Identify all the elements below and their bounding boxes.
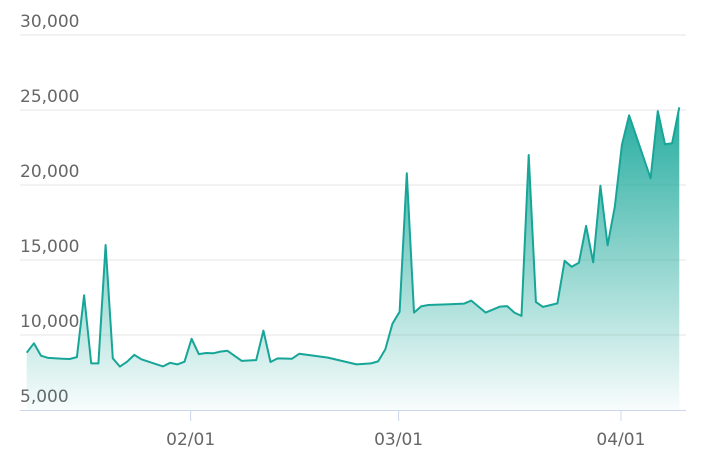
x-tick-label: 04/01 <box>596 430 645 450</box>
area-fill <box>26 107 680 411</box>
y-tick-label: 10,000 <box>20 312 79 332</box>
y-tick-label: 15,000 <box>20 237 79 257</box>
y-tick-label: 30,000 <box>20 12 79 32</box>
series-line <box>25 107 681 368</box>
x-tick-label: 02/01 <box>166 430 215 450</box>
x-tick-label: 03/01 <box>374 430 423 450</box>
x-axis-ticks: 02/01 03/01 04/01 <box>166 410 645 450</box>
y-tick-label: 25,000 <box>20 87 79 107</box>
y-tick-label: 20,000 <box>20 162 79 182</box>
